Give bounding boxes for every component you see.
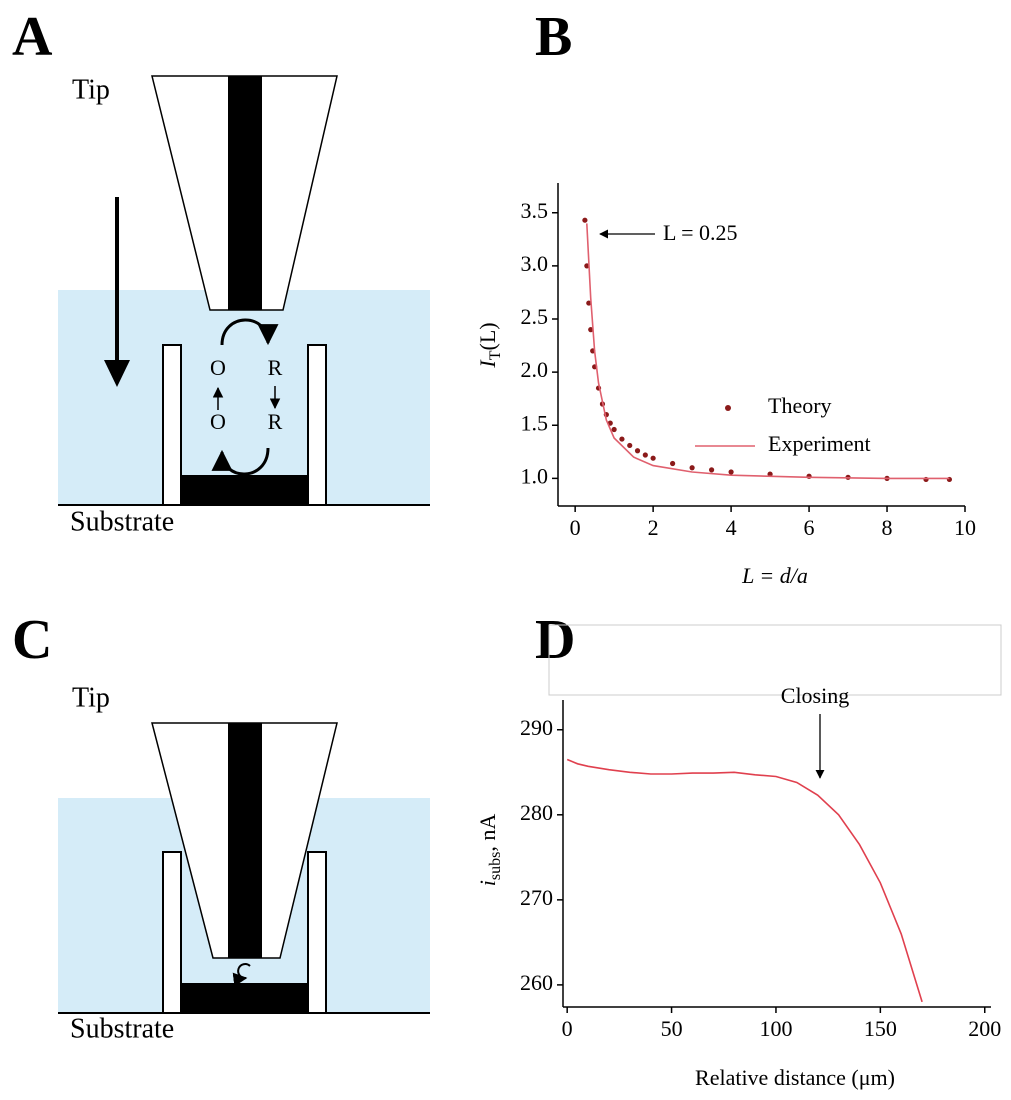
wall xyxy=(162,344,182,506)
line xyxy=(586,223,950,480)
y-tick-label: 1.0 xyxy=(521,463,549,488)
y-label-rest: , nA xyxy=(475,814,500,852)
x-axis-label: L = d/a xyxy=(741,563,808,588)
arrow-head xyxy=(104,360,130,387)
cycle-arrow xyxy=(211,447,270,476)
x-tick-label: 10 xyxy=(954,515,976,540)
solution xyxy=(58,290,430,505)
y-tick-label: 2.0 xyxy=(521,357,549,382)
y-tick-label: 3.0 xyxy=(521,251,549,276)
x-tick-label: 0 xyxy=(570,515,581,540)
x-tick-label: 4 xyxy=(726,515,737,540)
y-tick-label: 1.5 xyxy=(521,410,549,435)
point xyxy=(584,263,590,269)
empty-box xyxy=(548,624,1002,696)
panel-label: C xyxy=(12,609,52,671)
point xyxy=(689,465,695,471)
y-axis-label: IT(L) xyxy=(475,322,504,368)
x-tick-label: 100 xyxy=(759,1016,792,1041)
diagram-c: Tip Substrate xyxy=(58,682,430,1044)
panel-label: A xyxy=(12,6,53,68)
wall xyxy=(162,851,182,1014)
point xyxy=(582,217,588,223)
x-tick-label: 200 xyxy=(968,1016,1001,1041)
x-tick-label: 8 xyxy=(882,515,893,540)
y-label-rest: (L) xyxy=(475,322,500,350)
x-tick-label: 2 xyxy=(648,515,659,540)
point xyxy=(634,448,641,454)
substrate-electrode xyxy=(181,983,308,1013)
y-label-sub: T xyxy=(487,350,504,360)
x-tick-label: 50 xyxy=(661,1016,683,1041)
point xyxy=(670,460,676,467)
substrate-label: Substrate xyxy=(70,1013,174,1044)
wall xyxy=(307,344,327,506)
x-tick-label: 6 xyxy=(804,515,815,540)
point xyxy=(642,452,648,458)
y-axis-label: isubs, nA xyxy=(475,814,504,887)
species: O xyxy=(210,355,226,380)
y-label-main: I xyxy=(475,359,500,369)
tip-label: Tip xyxy=(72,682,110,713)
panel-label: B xyxy=(535,6,572,68)
point xyxy=(619,436,625,442)
substrate-electrode xyxy=(181,475,308,505)
y-label-sub: subs xyxy=(487,852,504,880)
cycle-arrow xyxy=(232,963,251,987)
point xyxy=(611,426,617,433)
cycle-arrow xyxy=(220,318,279,346)
y-tick-label: 290 xyxy=(520,715,553,740)
point xyxy=(586,300,592,306)
panel-label: D xyxy=(535,609,575,671)
point xyxy=(728,469,734,475)
line xyxy=(566,758,923,1003)
point xyxy=(650,455,656,461)
y-tick-label: 260 xyxy=(520,970,553,995)
y-tick-label: 2.5 xyxy=(521,304,549,329)
y-tick-label: 280 xyxy=(520,800,553,825)
x-tick-label: 150 xyxy=(864,1016,897,1041)
tip-label: Tip xyxy=(72,74,110,105)
legend-marker xyxy=(725,405,731,411)
substrate-label: Substrate xyxy=(70,506,174,537)
x-axis-label: Relative distance (μm) xyxy=(695,1065,895,1090)
y-label-main: i xyxy=(475,880,500,886)
electrode-wire xyxy=(228,723,262,958)
species: R xyxy=(268,409,283,434)
annotation: L = 0.25 xyxy=(663,220,738,245)
legend-label: Experiment xyxy=(768,431,871,456)
species: R xyxy=(268,355,283,380)
x-tick-label: 0 xyxy=(562,1016,573,1041)
diagram-a: O R O R Tip Substrate xyxy=(58,74,430,537)
point xyxy=(708,467,715,473)
point xyxy=(588,327,594,333)
annotation: Closing xyxy=(781,683,849,708)
y-tick-label: 3.5 xyxy=(521,198,549,223)
electrode-wire xyxy=(228,76,262,310)
wall xyxy=(307,851,327,1014)
legend-label: Theory xyxy=(768,393,832,418)
species: O xyxy=(210,409,226,434)
y-tick-label: 270 xyxy=(520,885,553,910)
point xyxy=(627,442,633,449)
